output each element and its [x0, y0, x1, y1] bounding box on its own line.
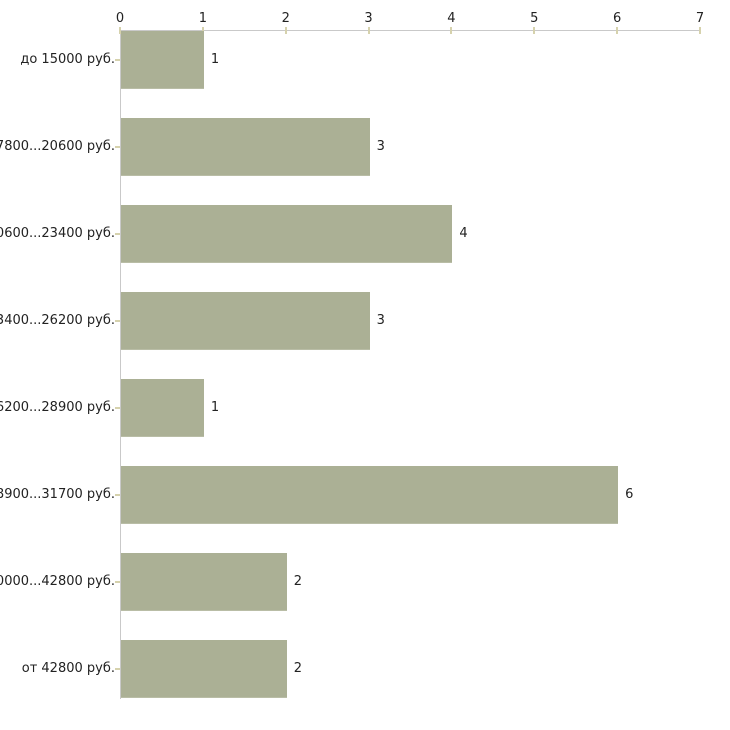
category-tick-mark: [115, 581, 120, 583]
category-tick-mark: [115, 668, 120, 670]
value-label: 6: [625, 487, 634, 502]
x-tick-mark: [119, 27, 121, 34]
category-tick-mark: [115, 494, 120, 496]
category-label: до 15000 руб.: [20, 52, 115, 67]
x-tick-label: 5: [530, 11, 539, 26]
x-tick-label: 2: [281, 11, 290, 26]
bar: [121, 118, 370, 176]
value-label: 3: [376, 139, 385, 154]
x-tick-label: 1: [198, 11, 207, 26]
x-tick-mark: [533, 27, 536, 34]
category-label: 20600...23400 руб.: [0, 226, 115, 241]
bar: [121, 292, 370, 350]
x-tick-mark: [616, 27, 619, 34]
category-tick-mark: [115, 320, 120, 322]
category-label: 17800...20600 руб.: [0, 139, 115, 154]
x-axis-line: [120, 30, 701, 31]
bar: [121, 31, 204, 89]
bar: [121, 553, 287, 611]
value-label: 1: [210, 52, 220, 67]
category-label: 28900...31700 руб.: [0, 487, 115, 502]
value-label: 2: [293, 574, 302, 589]
category-tick-mark: [115, 146, 120, 148]
category-label: от 42800 руб.: [21, 661, 115, 676]
bar: [121, 205, 453, 263]
category-label: 40000...42800 руб.: [0, 574, 115, 589]
category-tick-mark: [115, 59, 120, 61]
x-tick-mark: [201, 27, 204, 34]
category-label: 26200...28900 руб.: [0, 400, 115, 415]
x-tick-mark: [284, 27, 287, 34]
category-tick-mark: [115, 407, 120, 409]
x-tick-label: 6: [613, 11, 622, 26]
x-tick-label: 7: [695, 11, 705, 26]
x-tick-mark: [367, 27, 370, 34]
bar: [121, 466, 619, 524]
x-tick-label: 0: [115, 11, 125, 26]
value-label: 3: [376, 313, 385, 328]
x-tick-label: 4: [447, 11, 456, 26]
bar: [121, 640, 287, 698]
category-label: 23400...26200 руб.: [0, 313, 115, 328]
x-tick-mark: [699, 27, 701, 34]
y-axis-line: [120, 30, 121, 699]
value-label: 2: [293, 661, 302, 676]
x-tick-label: 3: [364, 11, 373, 26]
value-label: 4: [459, 226, 468, 241]
value-label: 1: [210, 400, 220, 415]
x-tick-mark: [450, 27, 453, 34]
category-tick-mark: [115, 233, 120, 235]
bar: [121, 379, 204, 437]
